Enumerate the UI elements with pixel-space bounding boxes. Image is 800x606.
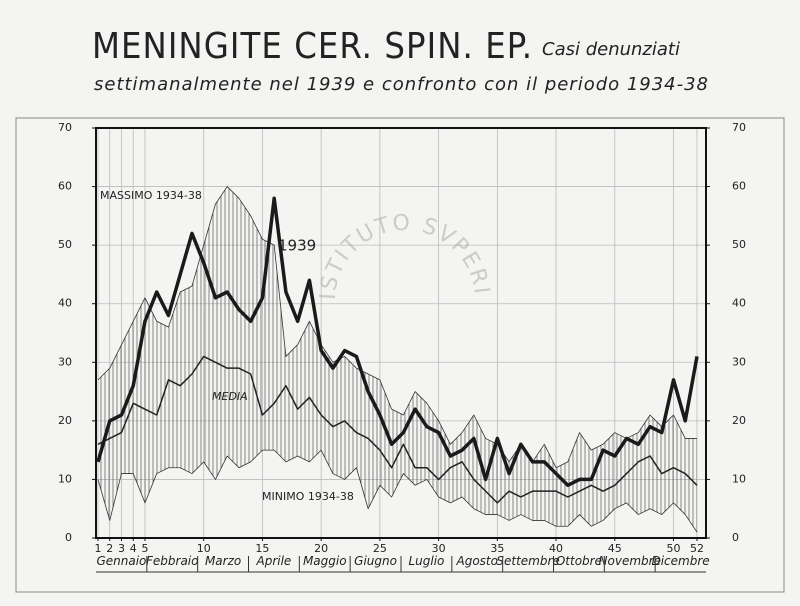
x-tick-label: 25 (373, 542, 387, 555)
month-label: Agosto (456, 554, 498, 568)
month-label: Novembre (599, 554, 661, 568)
chart-title: MENINGITE CER. SPIN. EP. (92, 26, 532, 67)
x-tick-label: 15 (255, 542, 269, 555)
y-tick-label: 70 (58, 121, 72, 134)
month-label: Marzo (205, 554, 241, 568)
x-tick-label: 1 (95, 542, 102, 555)
x-tick-label: 40 (549, 542, 563, 555)
y2-tick-label: 0 (732, 531, 739, 544)
y-tick-label: 0 (65, 531, 72, 544)
x-tick-label: 52 (690, 542, 704, 555)
y2-tick-label: 60 (732, 180, 746, 193)
month-label: Aprile (256, 554, 292, 568)
y-tick-label: 20 (58, 414, 72, 427)
series-line (96, 196, 699, 488)
series-label: 1939 (278, 237, 316, 255)
x-tick-label: 50 (667, 542, 681, 555)
series-line (97, 186, 697, 469)
month-label: Giugno (354, 554, 397, 568)
series-label: MEDIA (212, 390, 248, 403)
x-tick-label: 5 (141, 542, 148, 555)
series-line (97, 355, 698, 504)
month-label: Dicembre (651, 554, 709, 568)
y-tick-label: 30 (58, 355, 72, 368)
y2-tick-label: 20 (732, 414, 746, 427)
x-tick-label: 4 (130, 542, 137, 555)
month-label: Ottobre (556, 554, 602, 568)
x-tick-label: 2 (106, 542, 113, 555)
y2-tick-label: 70 (732, 121, 746, 134)
y2-tick-label: 50 (732, 238, 746, 251)
y2-tick-label: 10 (732, 472, 746, 485)
month-label: Gennaio (96, 554, 146, 568)
y-tick-label: 10 (58, 472, 72, 485)
chart-subtitle: settimanalmente nel 1939 e confronto con… (94, 74, 708, 95)
chart-subtitle: Casi denunziati (542, 39, 680, 60)
plot-frame (95, 127, 707, 539)
x-tick-label: 35 (490, 542, 504, 555)
y-tick-label: 50 (58, 238, 72, 251)
x-tick-label: 20 (314, 542, 328, 555)
month-label: Settembre (496, 554, 559, 568)
x-tick-label: 30 (432, 542, 446, 555)
y2-tick-label: 40 (732, 297, 746, 310)
series-line (97, 449, 698, 533)
month-label: Luglio (408, 554, 444, 568)
series-label: MASSIMO 1934-38 (100, 189, 202, 202)
y-tick-label: 40 (58, 297, 72, 310)
x-tick-label: 45 (608, 542, 622, 555)
photo-border (15, 117, 785, 593)
month-label: Febbraio (146, 554, 198, 568)
range-band (98, 186, 697, 533)
series-label: MINIMO 1934-38 (262, 490, 354, 503)
y2-tick-label: 30 (732, 355, 746, 368)
y-tick-label: 60 (58, 180, 72, 193)
x-tick-label: 3 (118, 542, 125, 555)
x-tick-label: 10 (197, 542, 211, 555)
month-label: Maggio (303, 554, 347, 568)
